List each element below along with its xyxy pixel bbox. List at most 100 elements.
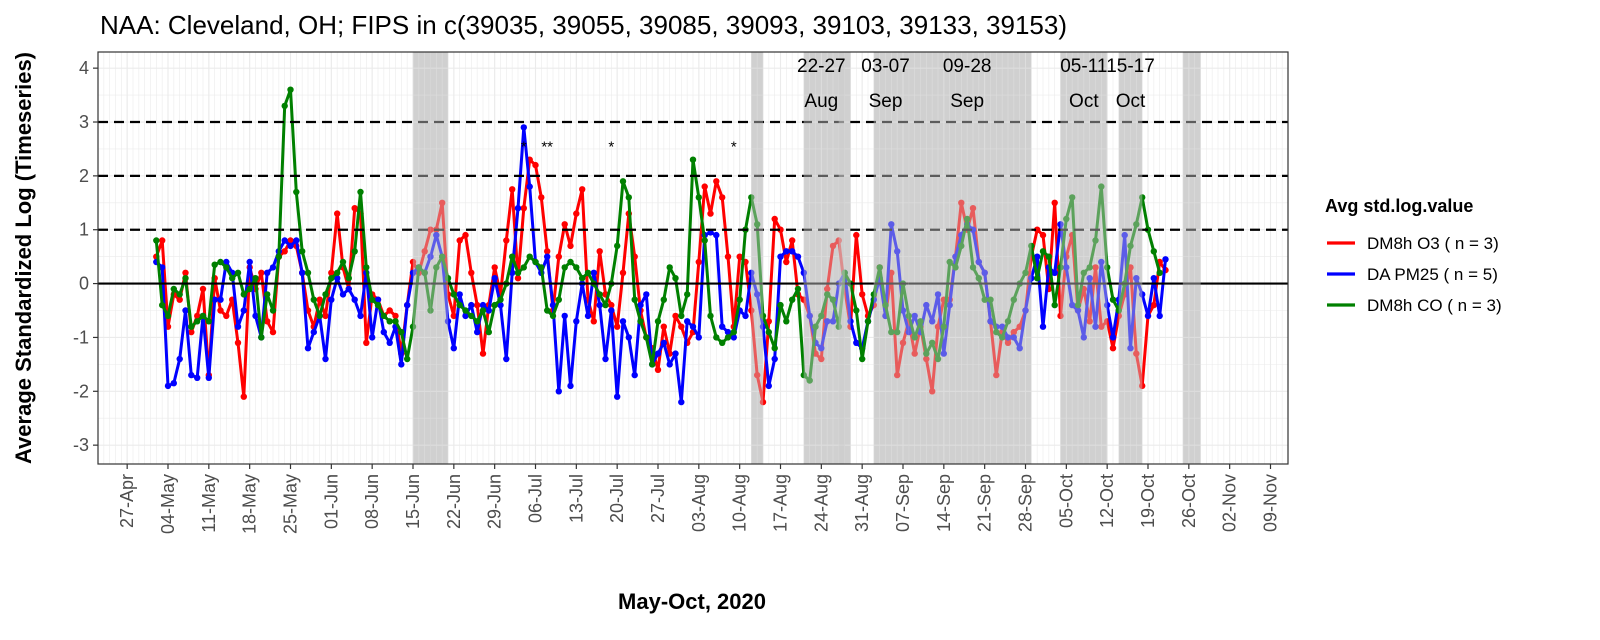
data-point: [829, 296, 837, 303]
data-point: [713, 231, 720, 239]
data-point: [532, 258, 539, 266]
data-point: [299, 248, 306, 255]
data-point: [240, 393, 247, 400]
data-point: [234, 269, 242, 276]
data-point: [1098, 183, 1105, 190]
data-point: [637, 301, 644, 309]
data-point: [678, 312, 685, 320]
series-2: [153, 86, 1163, 384]
x-tick-label: 03-Aug: [689, 474, 709, 532]
data-point: [456, 301, 463, 309]
data-point: [491, 264, 498, 271]
shaded-period-overlay: [1182, 52, 1201, 464]
data-point: [497, 296, 504, 303]
data-point: [1080, 269, 1088, 276]
data-point: [643, 291, 650, 298]
data-point: [765, 318, 772, 325]
x-tick-label: 08-Jun: [362, 474, 382, 529]
data-point: [654, 318, 662, 325]
data-point: [1034, 253, 1041, 260]
data-point: [491, 301, 498, 309]
data-point: [964, 215, 971, 223]
data-point: [771, 355, 778, 363]
data-point: [544, 248, 551, 255]
data-point: [351, 296, 358, 303]
data-point: [1150, 275, 1158, 282]
data-point: [194, 318, 201, 325]
data-point: [905, 312, 912, 320]
shaded-period-overlay: [412, 52, 431, 464]
data-point: [608, 307, 615, 314]
data-point: [759, 398, 767, 406]
data-point: [450, 291, 457, 298]
data-point: [246, 258, 253, 266]
data-point: [520, 205, 527, 212]
data-point: [380, 328, 387, 336]
data-point: [993, 328, 1000, 336]
data-point: [1074, 301, 1082, 309]
data-point: [386, 339, 393, 346]
data-point: [1098, 258, 1105, 266]
data-point: [835, 323, 842, 330]
data-point: [602, 301, 609, 309]
data-point: [946, 301, 953, 309]
data-point: [1004, 334, 1012, 341]
data-point: [485, 328, 492, 336]
shaded-period-overlay: [1060, 52, 1108, 464]
data-point: [269, 328, 277, 336]
data-point: [322, 312, 329, 320]
data-point: [363, 339, 370, 346]
data-point: [234, 339, 242, 346]
data-point: [287, 242, 294, 250]
data-point: [450, 312, 457, 320]
data-point: [1109, 345, 1117, 352]
data-point: [514, 275, 522, 282]
data-point: [969, 264, 977, 271]
data-point: [334, 275, 341, 282]
data-point: [281, 102, 288, 110]
data-point: [1150, 248, 1158, 255]
y-tick-label: -2: [73, 381, 89, 401]
data-point: [911, 312, 918, 320]
data-point: [573, 264, 580, 271]
data-point: [159, 301, 166, 309]
data-point: [509, 269, 516, 276]
data-point: [316, 312, 323, 320]
data-point: [444, 275, 452, 282]
data-point: [1104, 301, 1111, 309]
data-point: [234, 323, 242, 330]
data-point: [544, 253, 551, 260]
data-point: [345, 285, 352, 293]
period-annotation-month: Oct: [1116, 91, 1146, 112]
x-tick-label: 25-May: [281, 474, 301, 534]
data-point: [252, 275, 259, 282]
data-point: [625, 334, 632, 341]
legend-label: DA PM25 ( n = 5): [1367, 265, 1498, 284]
data-point: [981, 269, 988, 276]
period-annotation-range: 05-11: [1060, 56, 1107, 77]
data-point: [614, 393, 621, 400]
data-point: [888, 221, 895, 228]
data-point: [794, 285, 802, 293]
data-point: [1051, 269, 1058, 276]
data-point: [631, 296, 638, 303]
x-tick-label: 27-Jul: [648, 474, 668, 523]
data-point: [800, 296, 807, 303]
x-axis: 27-Apr 04-May 11-May 18-May 25-May 01-Jun 08-J…: [117, 464, 1281, 534]
data-point: [567, 382, 574, 390]
data-point: [281, 237, 288, 244]
data-point: [1016, 345, 1023, 352]
x-tick-label: 31-Aug: [852, 474, 872, 532]
data-point: [940, 350, 947, 357]
data-point: [777, 253, 784, 260]
data-point: [310, 296, 317, 303]
data-point: [929, 388, 936, 395]
data-point: [934, 291, 942, 298]
data-point: [929, 339, 936, 346]
data-point: [701, 237, 708, 244]
data-point: [526, 253, 533, 260]
data-point: [812, 323, 819, 330]
legend-item: DM8h O3 ( n = 3): [1327, 234, 1499, 253]
data-point: [503, 237, 510, 244]
